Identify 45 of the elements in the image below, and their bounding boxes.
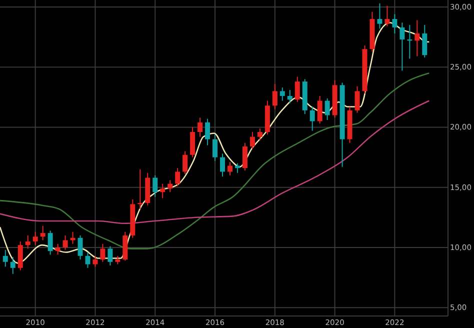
candlestick bbox=[78, 234, 83, 260]
candlestick bbox=[152, 174, 158, 198]
candlestick bbox=[227, 162, 232, 176]
candlestick bbox=[205, 118, 210, 146]
candlestick bbox=[18, 240, 23, 271]
candlestick bbox=[108, 246, 113, 266]
candlestick bbox=[175, 168, 180, 187]
candlestick bbox=[234, 162, 240, 174]
candlestick bbox=[198, 117, 203, 138]
candlestick bbox=[242, 142, 248, 172]
candlestick bbox=[62, 234, 68, 250]
candlestick bbox=[100, 243, 106, 262]
candlestick bbox=[354, 86, 360, 114]
candlestick bbox=[280, 87, 285, 102]
candlestick bbox=[40, 225, 46, 241]
candlestick bbox=[317, 95, 322, 124]
line-series bbox=[0, 72, 430, 250]
candlestick bbox=[287, 89, 292, 104]
candlestick bbox=[32, 231, 38, 246]
candlestick bbox=[310, 106, 315, 132]
line-series bbox=[0, 100, 430, 224]
candlestick bbox=[25, 234, 30, 250]
candlestick bbox=[377, 2, 382, 30]
candlestick bbox=[168, 180, 173, 193]
candlestick bbox=[384, 5, 390, 27]
candlestick bbox=[55, 243, 60, 256]
candlestick bbox=[294, 76, 300, 102]
candlestick bbox=[324, 98, 330, 121]
candlestick bbox=[212, 134, 218, 162]
candlestick bbox=[160, 183, 166, 199]
candlestick bbox=[272, 83, 278, 110]
candlestick bbox=[48, 230, 53, 256]
candlestick bbox=[392, 14, 398, 34]
candlestick bbox=[422, 24, 428, 58]
candlestick bbox=[220, 153, 226, 178]
candlestick bbox=[400, 22, 405, 72]
candlestick bbox=[414, 20, 420, 57]
candlestick bbox=[85, 252, 90, 268]
candlestick bbox=[250, 132, 255, 150]
candlestick bbox=[257, 128, 262, 141]
candlestick bbox=[182, 150, 188, 175]
candlestick bbox=[92, 255, 98, 268]
candlestick bbox=[2, 249, 8, 268]
candlestick bbox=[10, 256, 16, 274]
candlestick bbox=[190, 126, 196, 158]
